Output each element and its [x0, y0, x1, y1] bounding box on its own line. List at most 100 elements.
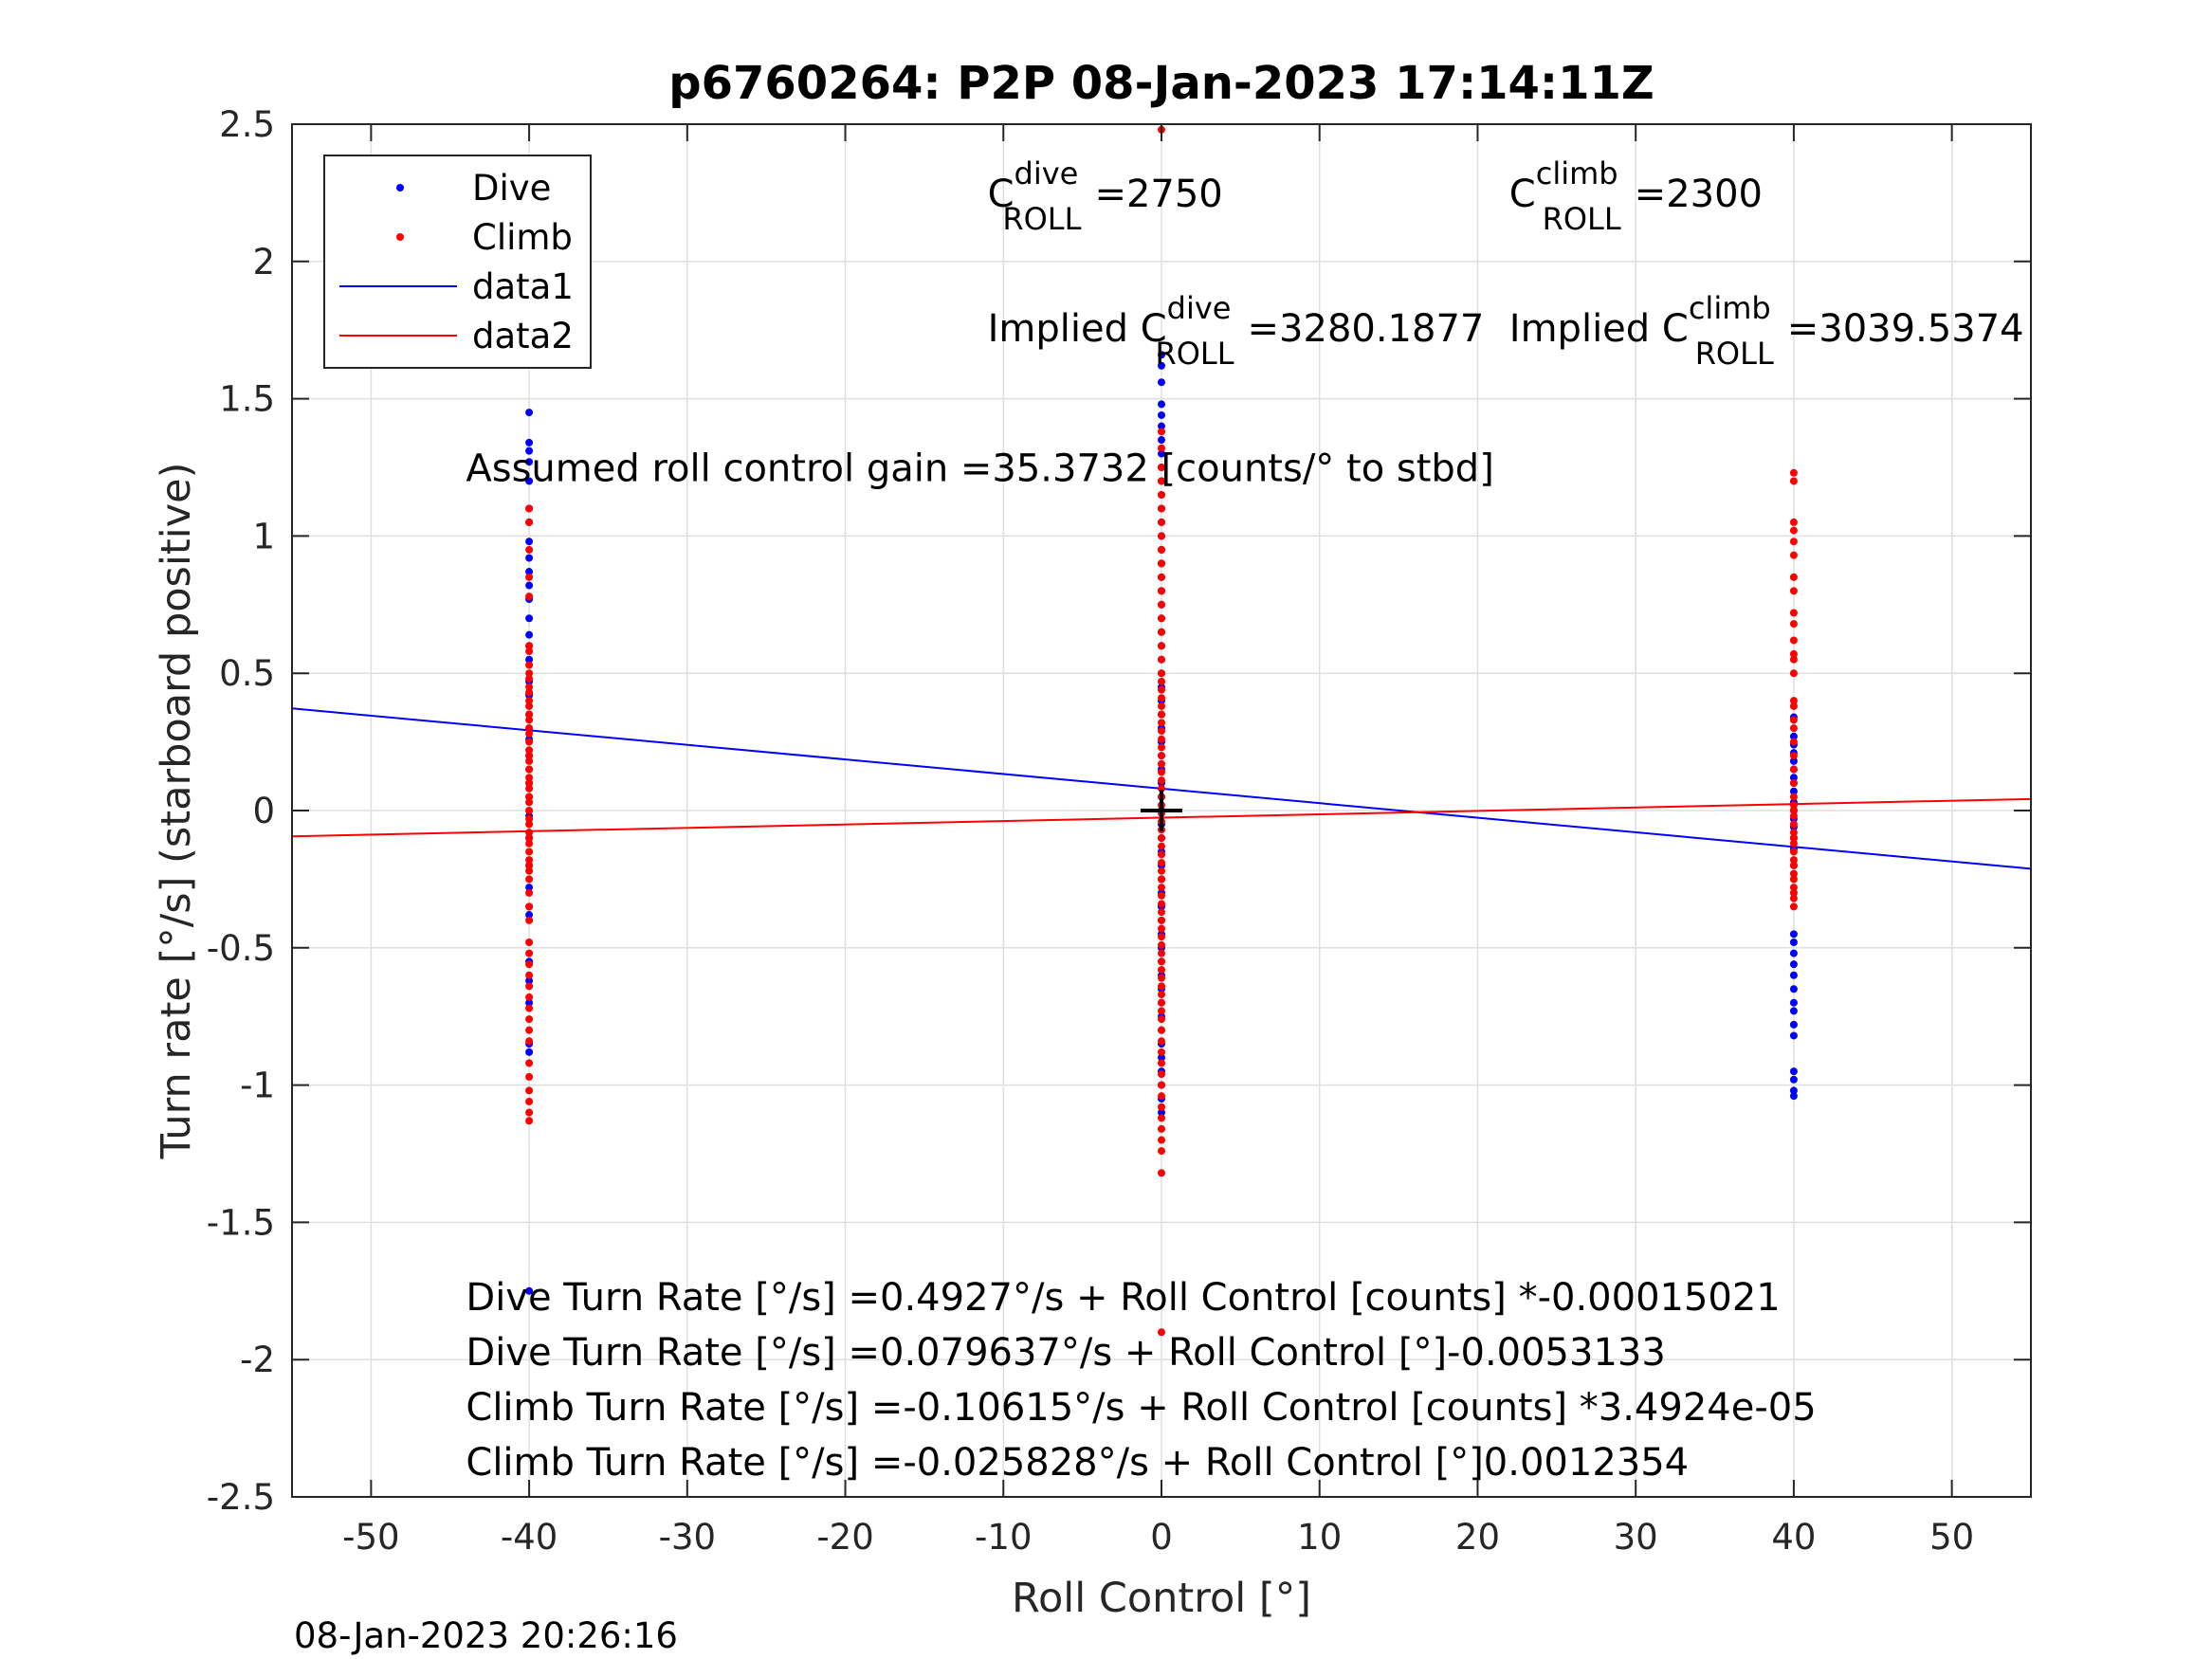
climb-point	[525, 856, 534, 865]
climb-point	[525, 752, 534, 760]
climb-point	[525, 888, 534, 897]
climb-point	[525, 765, 534, 774]
climb-point	[1158, 752, 1165, 760]
climb-point	[525, 916, 534, 924]
climb-point	[525, 993, 534, 1001]
climb-point	[1789, 856, 1798, 865]
climb-point	[1789, 573, 1798, 581]
x-tick-label: -20	[816, 1517, 873, 1558]
climb-point	[525, 738, 534, 746]
dive-point	[1158, 410, 1165, 419]
climb-point	[1158, 933, 1165, 941]
climb-point	[1789, 655, 1798, 664]
dive-point	[1789, 998, 1798, 1007]
annotation-sub: ROLL	[1695, 336, 1774, 372]
climb-point	[1158, 1114, 1165, 1122]
climb-point	[1789, 620, 1798, 629]
climb-point	[1158, 743, 1165, 752]
climb-point	[525, 674, 534, 683]
climb-point	[525, 807, 534, 814]
climb-point	[1158, 545, 1165, 554]
climb-point	[1158, 1007, 1165, 1015]
climb-point	[525, 757, 534, 765]
annotation-sub: ROLL	[1543, 201, 1621, 237]
annotation-sup: dive	[1167, 290, 1232, 326]
climb-point	[1158, 428, 1165, 436]
dive-point	[1789, 732, 1798, 740]
climb-point	[1158, 1092, 1165, 1101]
climb-point	[525, 939, 534, 947]
dive-point	[1789, 774, 1798, 782]
dive-point	[1158, 436, 1165, 445]
climb-point	[1158, 1059, 1165, 1067]
climb-point	[525, 982, 534, 991]
dive-point	[1789, 985, 1798, 994]
climb-point	[525, 518, 534, 526]
x-tick-label: -10	[975, 1517, 1032, 1558]
annotation-sup: climb	[1689, 290, 1771, 326]
legend-label-climb: Climb	[472, 217, 573, 258]
annotation-prefix: Implied	[1509, 307, 1662, 351]
x-tick-label: -30	[659, 1517, 716, 1558]
climb-point	[1789, 779, 1798, 788]
climb-point	[1158, 504, 1165, 513]
legend-label-dive: Dive	[472, 168, 551, 209]
climb-point	[525, 779, 534, 788]
annotation-eq2: Dive Turn Rate [°/s] =0.079637°/s + Roll…	[466, 1331, 1665, 1375]
climb-point	[1158, 833, 1165, 842]
climb-point	[1158, 559, 1165, 568]
y-tick-label: 0	[252, 791, 275, 831]
y-tick-label: 2.5	[219, 104, 275, 145]
climb-point	[1789, 884, 1798, 892]
dive-point	[525, 409, 534, 417]
climb-point	[1789, 811, 1798, 820]
climb-point	[525, 716, 534, 724]
climb-point	[1158, 727, 1165, 736]
legend-entries: Dive Climb data1 data2	[339, 168, 574, 356]
climb-point	[1158, 759, 1165, 768]
footer-timestamp: 08-Jan-2023 20:26:16	[294, 1615, 678, 1656]
climb-point	[1158, 669, 1165, 678]
climb-point	[1789, 551, 1798, 559]
climb-point	[1158, 1169, 1165, 1177]
climb-point	[1789, 801, 1798, 810]
annotation-base: C	[1509, 173, 1536, 216]
climb-point	[525, 1015, 534, 1024]
dive-point	[1158, 400, 1165, 409]
climb-point	[1158, 859, 1165, 867]
climb-point	[1158, 842, 1165, 850]
climb-point	[1789, 861, 1798, 869]
annotation-sup: climb	[1536, 155, 1618, 191]
climb-point	[1158, 991, 1165, 999]
climb-point	[1158, 965, 1165, 974]
climb-point	[1789, 829, 1798, 837]
climb-point	[1158, 1037, 1165, 1046]
climb-point	[1158, 908, 1165, 917]
climb-point	[525, 814, 534, 823]
climb-point	[525, 833, 534, 842]
dive-point	[1789, 1067, 1798, 1076]
x-tick-label: -50	[342, 1517, 399, 1558]
climb-point	[1789, 538, 1798, 546]
climb-point	[525, 746, 534, 755]
annotation-impl_climb: Implied Cclimb ROLL =3039.5374	[1509, 290, 2024, 372]
climb-point	[1158, 719, 1165, 727]
climb-point	[525, 793, 534, 801]
climb-point	[525, 592, 534, 601]
dive-point	[1789, 939, 1798, 947]
climb-point	[1789, 649, 1798, 658]
climb-point	[525, 829, 534, 837]
climb-point	[1789, 609, 1798, 617]
climb-point	[1158, 587, 1165, 595]
annotation-value: =2300	[1635, 173, 1763, 216]
dive-point	[525, 458, 534, 466]
climb-point	[1158, 776, 1165, 785]
climb-point	[1789, 875, 1798, 884]
legend-label-data1: data1	[472, 266, 574, 307]
climb-point	[525, 647, 534, 656]
climb-point	[1158, 982, 1165, 991]
y-tick-label: 0.5	[219, 653, 275, 694]
climb-point	[525, 661, 534, 669]
climb-point	[525, 1004, 534, 1012]
climb-point	[1158, 694, 1165, 702]
